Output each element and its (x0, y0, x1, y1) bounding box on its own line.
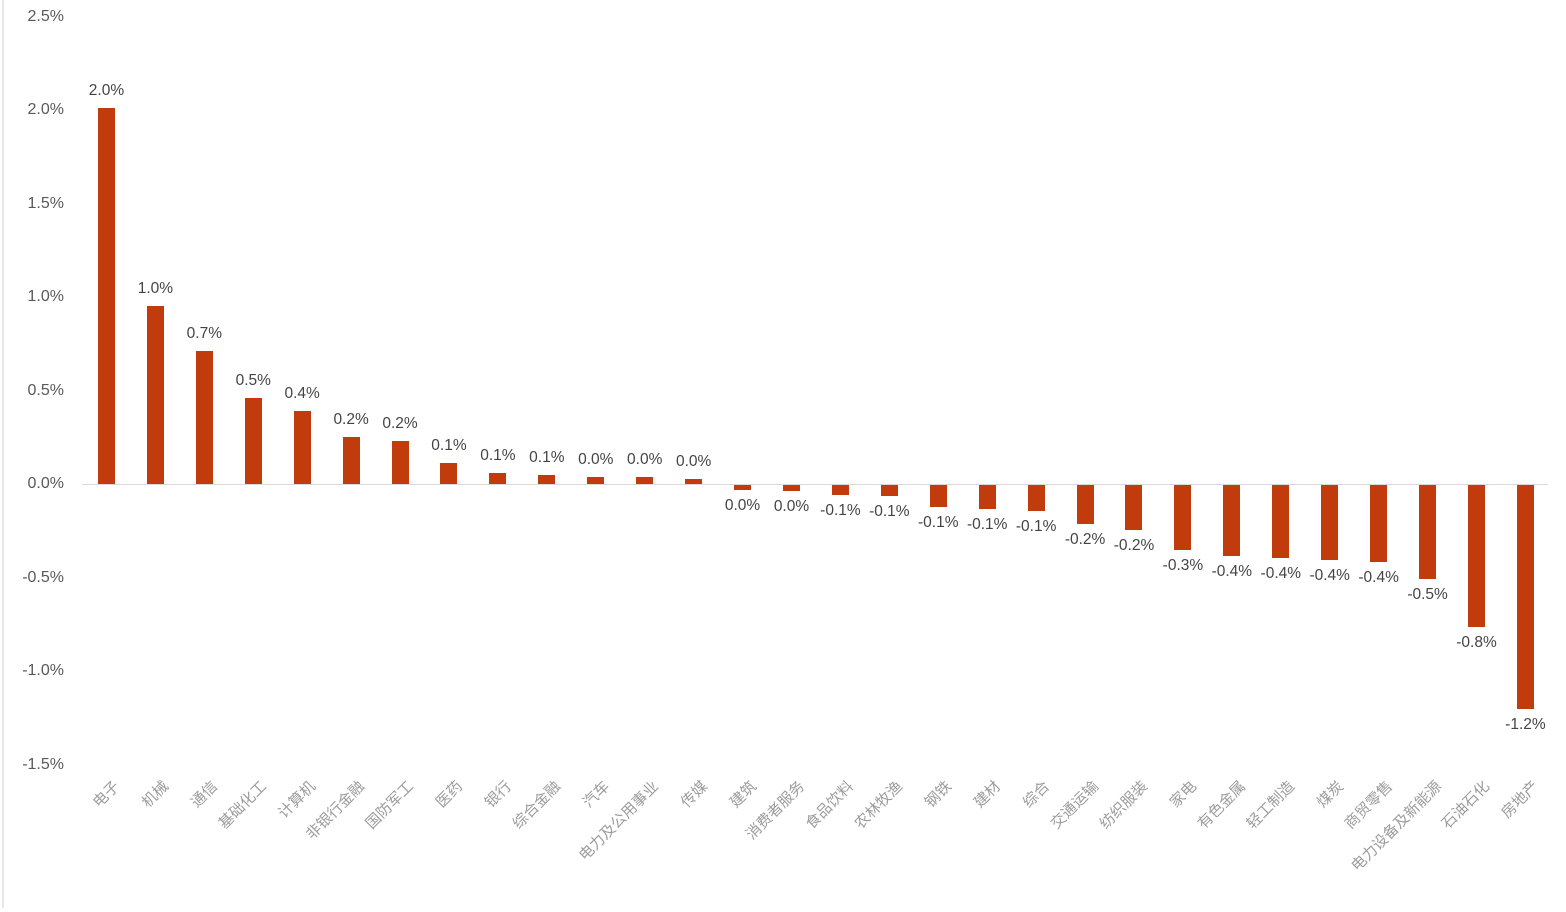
bar-value-label: -0.4% (1211, 563, 1253, 580)
bar-value-label: 0.0% (773, 498, 810, 515)
bar (1174, 485, 1192, 550)
bar-value-label: 0.4% (284, 385, 320, 402)
bar-value-label: 0.1% (480, 447, 516, 464)
bar-value-label: -0.8% (1456, 634, 1497, 651)
x-axis-category-label: 综合 (1019, 778, 1054, 812)
x-axis-category-label: 有色金属 (1194, 778, 1249, 833)
bar-value-label: 2.0% (88, 82, 125, 99)
bar-value-label: -0.5% (1407, 586, 1448, 603)
bar-value-label: 0.0% (675, 453, 712, 470)
y-axis-tick-label: 1.0% (27, 288, 64, 305)
bar-value-label: 0.5% (235, 372, 271, 389)
bar-value-label: -0.4% (1260, 565, 1302, 582)
x-axis-category-label: 银行 (481, 778, 515, 812)
bar (685, 479, 703, 484)
x-axis-category-label: 煤炭 (1313, 778, 1347, 812)
x-axis-category-label: 食品饮料 (802, 778, 858, 833)
bar (880, 485, 898, 496)
bar-value-label: 0.0% (578, 451, 614, 468)
x-axis-category-label: 农林牧渔 (851, 778, 907, 833)
x-axis-category-label: 房地产 (1498, 778, 1543, 822)
x-axis-category-label: 建筑 (726, 778, 760, 812)
y-axis-tick-label: -0.5% (22, 568, 64, 586)
bar (489, 473, 507, 484)
bar (1223, 485, 1241, 556)
x-axis-category-label: 综合金融 (509, 778, 564, 833)
bar-value-label: -0.4% (1309, 567, 1350, 584)
x-axis-category-label: 汽车 (579, 778, 613, 812)
zero-axis-line (82, 484, 1548, 485)
bar (342, 437, 360, 484)
bar (195, 351, 213, 484)
bar (1321, 485, 1339, 560)
bar-value-label: -0.1% (820, 502, 861, 519)
x-axis-category-label: 基础化工 (215, 778, 271, 833)
x-axis-category-label: 传媒 (677, 778, 711, 812)
bar (1370, 485, 1388, 562)
x-axis-category-label: 通信 (188, 778, 222, 812)
x-axis-category-label: 电力设备及新能源 (1347, 778, 1445, 875)
bar (391, 441, 409, 484)
bar (782, 485, 800, 491)
bar (587, 477, 605, 484)
chart-left-border (2, 0, 4, 908)
x-axis-category-label: 交通运输 (1047, 778, 1103, 833)
x-axis-category-label: 钢铁 (922, 778, 956, 812)
bar (1419, 485, 1437, 579)
bar (244, 398, 262, 484)
bar-value-label: 0.7% (186, 325, 222, 342)
y-axis-tick-label: 2.5% (27, 7, 64, 25)
bar (1272, 485, 1290, 558)
bar-value-label: 0.2% (333, 411, 369, 428)
y-axis-tick-label: 0.0% (27, 475, 64, 492)
bar (1125, 485, 1143, 530)
bar-value-label: -0.1% (966, 516, 1008, 533)
bar (146, 306, 164, 484)
bar-value-label: -0.1% (1015, 518, 1057, 535)
bar (929, 485, 947, 507)
x-axis-category-label: 计算机 (275, 778, 320, 822)
bar-value-label: -1.2% (1505, 716, 1546, 733)
bar-value-label: -0.4% (1358, 569, 1399, 586)
x-axis-category-label: 医药 (432, 778, 466, 812)
bar (831, 485, 849, 495)
bar-value-label: -0.2% (1064, 531, 1106, 548)
x-axis-category-label: 轻工制造 (1243, 778, 1298, 833)
x-axis-category-label: 石油石化 (1439, 778, 1494, 833)
y-axis-tick-label: 2.0% (27, 101, 64, 118)
x-axis-category-label: 国防军工 (362, 778, 418, 833)
bar-value-label: 1.0% (137, 280, 174, 297)
bar (538, 475, 556, 484)
bar (293, 411, 311, 484)
bar-value-label: -0.1% (918, 514, 959, 531)
y-axis-tick-label: 0.5% (27, 381, 64, 399)
bar-value-label: 0.2% (382, 415, 418, 432)
bar-value-label: 0.0% (724, 497, 761, 514)
x-axis-category-label: 机械 (139, 778, 173, 812)
bar-value-label: 0.0% (627, 451, 663, 468)
bar (978, 485, 996, 509)
bar (1027, 485, 1045, 511)
bar (440, 463, 458, 484)
x-axis-category-label: 纺织服装 (1096, 778, 1152, 833)
bar (636, 477, 654, 484)
bar (734, 485, 752, 490)
bar-value-label: -0.2% (1113, 537, 1155, 554)
x-axis-category-label: 家电 (1166, 778, 1200, 812)
bar-value-label: -0.3% (1162, 557, 1204, 574)
x-axis-category-label: 建材 (970, 778, 1005, 812)
x-axis-category-label: 电子 (90, 778, 124, 812)
bar-value-label: 0.1% (529, 449, 565, 466)
y-axis-tick-label: -1.0% (22, 662, 64, 679)
bar-value-label: 0.1% (431, 437, 467, 454)
y-axis-tick-label: 1.5% (27, 194, 64, 212)
bar (1468, 485, 1485, 627)
bar (1516, 485, 1534, 709)
bar (1076, 485, 1094, 524)
bar (97, 108, 115, 484)
y-axis-tick-label: -1.5% (22, 755, 64, 773)
bar-value-label: -0.1% (869, 503, 910, 520)
